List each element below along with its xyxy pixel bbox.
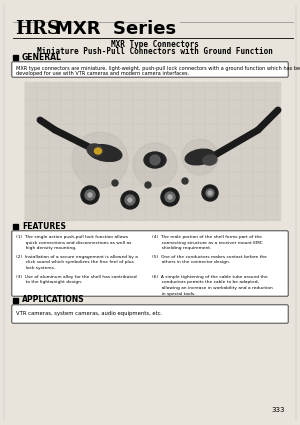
Text: FEATURES: FEATURES [22,221,66,230]
Bar [13,55,18,60]
Circle shape [206,189,214,197]
Circle shape [182,178,188,184]
Circle shape [202,185,218,201]
Text: (2)  Installation of a secure engagement is allowed by a
       click sound whic: (2) Installation of a secure engagement … [16,255,138,270]
Circle shape [165,192,175,202]
Text: 333: 333 [272,407,285,413]
Text: HRS: HRS [15,20,60,38]
Circle shape [81,186,99,204]
Text: Miniature Push-Pull Connectors with Ground Function: Miniature Push-Pull Connectors with Grou… [37,46,273,56]
Bar [13,298,18,303]
Ellipse shape [87,144,103,156]
Circle shape [128,198,132,202]
Text: (1)  The single action push-pull lock function allows
       quick connections a: (1) The single action push-pull lock fun… [16,235,131,250]
Text: (4)  The male portion of the shell forms part of the
       connecting structure: (4) The male portion of the shell forms … [152,235,263,250]
Text: MXR type connectors are miniature, light-weight, push-pull lock connectors with : MXR type connectors are miniature, light… [16,65,300,71]
Ellipse shape [185,149,215,165]
Circle shape [85,190,95,200]
Bar [13,224,18,229]
Circle shape [208,191,212,195]
Ellipse shape [144,152,166,168]
Text: MXR  Series: MXR Series [55,20,176,38]
FancyBboxPatch shape [12,305,288,323]
FancyBboxPatch shape [12,231,288,296]
Text: developed for use with VTR cameras and modern camera interfaces.: developed for use with VTR cameras and m… [16,71,189,76]
Text: (3)  Use of aluminum alloy for the shell has contributed
       to the lightweig: (3) Use of aluminum alloy for the shell … [16,275,137,284]
FancyBboxPatch shape [12,62,288,77]
Circle shape [88,193,92,197]
Circle shape [161,188,179,206]
Ellipse shape [94,148,101,154]
Text: (5)  One of the conductors makes contact before the
       others in the connect: (5) One of the conductors makes contact … [152,255,267,264]
Circle shape [182,139,218,175]
Text: APPLICATIONS: APPLICATIONS [22,295,85,304]
Text: VTR cameras, system cameras, audio equipments, etc.: VTR cameras, system cameras, audio equip… [16,312,162,317]
Text: MXR Type Connectors: MXR Type Connectors [111,40,199,48]
Text: GENERAL: GENERAL [22,53,62,62]
Ellipse shape [88,144,122,162]
Circle shape [168,195,172,199]
Circle shape [133,143,177,187]
Circle shape [125,195,135,205]
Circle shape [121,191,139,209]
Ellipse shape [203,155,217,165]
Bar [25,82,280,220]
Text: (6)  A simple tightening of the cable tube around the
       conductors permits : (6) A simple tightening of the cable tub… [152,275,273,295]
Circle shape [145,182,151,188]
Circle shape [112,180,118,186]
Circle shape [150,155,160,165]
Circle shape [72,132,128,188]
